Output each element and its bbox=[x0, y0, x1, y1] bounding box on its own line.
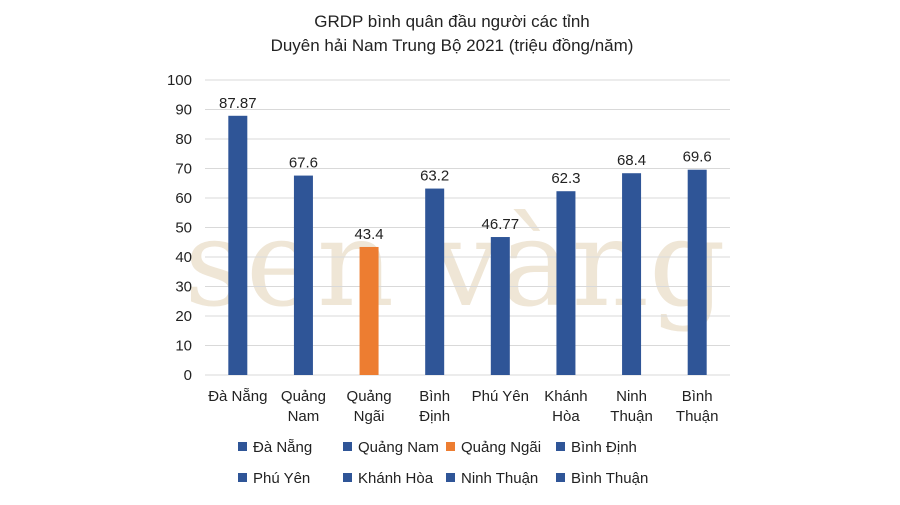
legend-label: Bình Định bbox=[571, 439, 637, 456]
legend-swatch bbox=[343, 442, 352, 451]
legend-swatch bbox=[556, 442, 565, 451]
bar bbox=[687, 169, 707, 375]
legend-item: Quảng Nam bbox=[343, 439, 439, 456]
legend-label: Bình Thuận bbox=[571, 470, 648, 487]
bar bbox=[228, 115, 248, 375]
chart-title-line: Duyên hải Nam Trung Bộ 2021 (triệu đồng/… bbox=[271, 36, 634, 55]
chart-title-line: GRDP bình quân đầu người các tỉnh bbox=[314, 12, 590, 31]
watermark: sen vàng bbox=[184, 195, 725, 334]
bar bbox=[425, 188, 445, 375]
x-tick-label: Bình bbox=[682, 388, 713, 405]
y-tick-label: 80 bbox=[175, 131, 192, 148]
legend-label: Quảng Ngãi bbox=[461, 439, 541, 456]
data-label: 63.2 bbox=[420, 168, 449, 185]
data-label: 46.77 bbox=[482, 216, 520, 233]
data-label: 87.87 bbox=[219, 95, 257, 112]
y-tick-label: 30 bbox=[175, 279, 192, 296]
legend-label: Ninh Thuận bbox=[461, 470, 538, 487]
bar bbox=[622, 173, 642, 375]
legend-label: Khánh Hòa bbox=[358, 470, 434, 487]
bars: 87.87 67.6 43.4 63.2 46.77 62.3 68.4 69.6 bbox=[219, 95, 712, 375]
y-tick-label: 20 bbox=[175, 308, 192, 325]
bar bbox=[556, 191, 576, 375]
y-tick-label: 70 bbox=[175, 161, 192, 178]
x-tick-label: Thuận bbox=[676, 408, 719, 425]
y-tick-label: 90 bbox=[175, 102, 192, 119]
data-label: 43.4 bbox=[354, 226, 383, 243]
legend-swatch bbox=[343, 473, 352, 482]
legend-label: Quảng Nam bbox=[358, 439, 439, 456]
legend-item: Đà Nẵng bbox=[238, 439, 312, 456]
legend-item: Khánh Hòa bbox=[343, 470, 434, 487]
legend-swatch bbox=[238, 473, 247, 482]
legend-item: Quảng Ngãi bbox=[446, 439, 541, 456]
legend: Đà Nẵng Quảng Nam Quảng Ngãi Bình Định Phú Y… bbox=[238, 439, 648, 487]
legend-item: Phú Yên bbox=[238, 470, 310, 487]
x-tick-label: Định bbox=[419, 408, 450, 425]
legend-swatch bbox=[238, 442, 247, 451]
x-tick-label: Đà Nẵng bbox=[208, 388, 267, 405]
x-tick-label: Bình bbox=[419, 388, 450, 405]
x-tick-label: Nam bbox=[288, 408, 320, 425]
legend-swatch bbox=[446, 442, 455, 451]
y-tick-label: 60 bbox=[175, 190, 192, 207]
y-tick-label: 10 bbox=[175, 338, 192, 355]
bar bbox=[359, 246, 379, 375]
legend-item: Bình Định bbox=[556, 439, 637, 456]
y-tick-label: 0 bbox=[184, 367, 192, 384]
x-tick-label: Quảng bbox=[281, 388, 326, 405]
x-tick-label: Ngãi bbox=[354, 408, 385, 425]
data-label: 67.6 bbox=[289, 155, 318, 172]
data-label: 62.3 bbox=[551, 170, 580, 187]
x-tick-label: Quảng bbox=[347, 388, 392, 405]
legend-swatch bbox=[556, 473, 565, 482]
legend-item: Bình Thuận bbox=[556, 470, 648, 487]
gridlines bbox=[205, 79, 730, 376]
y-tick-label: 100 bbox=[167, 72, 192, 89]
x-tick-label: Ninh bbox=[616, 388, 647, 405]
x-tick-label: Khánh bbox=[544, 388, 587, 405]
bar bbox=[293, 175, 313, 375]
y-tick-label: 40 bbox=[175, 249, 192, 266]
x-tick-label: Thuận bbox=[610, 408, 653, 425]
watermark-text: sen vàng bbox=[184, 195, 725, 334]
data-label: 68.4 bbox=[617, 152, 646, 169]
y-tick-label: 50 bbox=[175, 220, 192, 237]
legend-item: Ninh Thuận bbox=[446, 470, 538, 487]
x-tick-label: Hòa bbox=[552, 408, 580, 425]
legend-label: Phú Yên bbox=[253, 470, 310, 487]
chart-title: GRDP bình quân đầu người các tỉnh Duyên h… bbox=[271, 12, 634, 55]
legend-swatch bbox=[446, 473, 455, 482]
bar bbox=[490, 237, 510, 375]
axes: 0 10 20 30 40 50 60 70 80 90 100 Đà Nẵng Quảng Nam Quả… bbox=[167, 72, 718, 425]
x-tick-label: Phú Yên bbox=[472, 388, 529, 405]
legend-label: Đà Nẵng bbox=[253, 439, 312, 456]
data-label: 69.6 bbox=[683, 149, 712, 166]
